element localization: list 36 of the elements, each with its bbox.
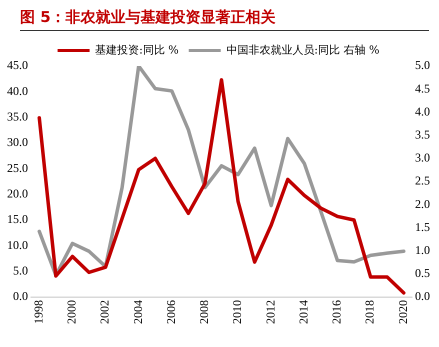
x-tick-label: 2016 (330, 300, 344, 324)
y-tick-label: 30.0 (7, 135, 28, 150)
y-tick-label: 45.0 (7, 58, 28, 72)
x-tick-label: 2012 (263, 300, 278, 324)
y2-tick-label: 1.5 (415, 220, 430, 234)
y-tick-label: 0.0 (13, 289, 28, 304)
y2-tick-label: 0.5 (415, 266, 430, 280)
x-tick-label: 2004 (130, 300, 145, 324)
x-tick-label: 2014 (296, 300, 310, 324)
y2-tick-label: 4.0 (415, 104, 430, 118)
x-tick-label: 2000 (64, 300, 79, 324)
y2-tick-label: 2.0 (415, 196, 430, 211)
x-tick-label: 2010 (230, 300, 244, 324)
y2-tick-label: 5.0 (415, 58, 430, 72)
y2-tick-label: 0.0 (415, 289, 430, 304)
y-tick-label: 20.0 (7, 186, 28, 200)
y-tick-label: 35.0 (7, 109, 28, 124)
y2-tick-label: 3.0 (415, 150, 430, 165)
legend-label: 中国非农就业人员:同比 右轴 % (226, 43, 380, 56)
y2-tick-label: 2.5 (415, 174, 430, 188)
x-tick-label: 2020 (396, 300, 410, 324)
y2-tick-label: 1.0 (415, 242, 430, 257)
x-tick-label: 2018 (362, 300, 377, 324)
x-tick-label: 2008 (197, 300, 212, 324)
x-tick-label: 2006 (164, 300, 178, 324)
legend-label: 基建投资:同比 % (95, 43, 179, 56)
y-tick-label: 5.0 (13, 263, 28, 278)
y-tick-label: 15.0 (7, 212, 28, 226)
y-tick-label: 10.0 (7, 238, 28, 252)
y-tick-label: 25.0 (7, 160, 28, 175)
y2-tick-label: 3.5 (415, 127, 430, 142)
x-tick-label: 1998 (31, 300, 46, 324)
chart-title: 图 5：非农就业与基建投资显著正相关 (20, 8, 277, 28)
y2-tick-label: 4.5 (415, 81, 430, 96)
x-tick-label: 2002 (98, 300, 112, 324)
y-tick-label: 40.0 (7, 84, 28, 98)
